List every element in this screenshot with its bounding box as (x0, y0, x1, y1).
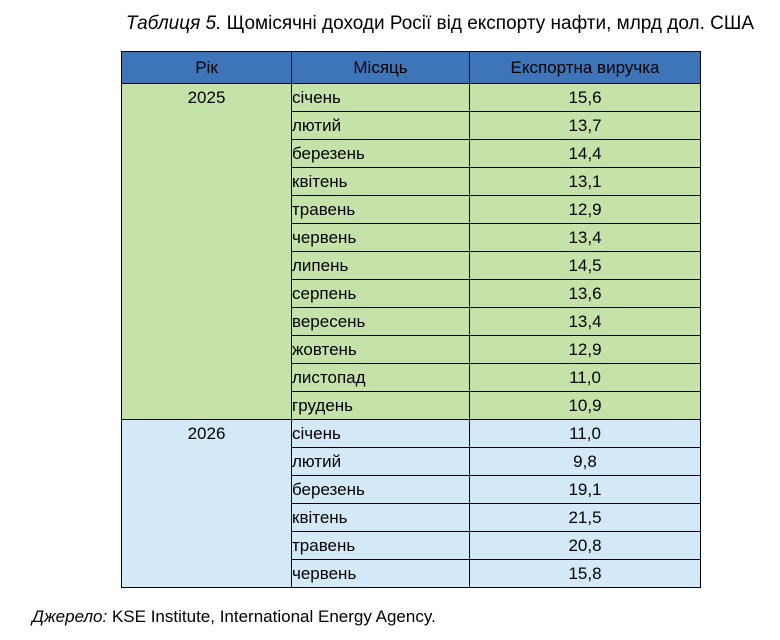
revenue-value-cell: 20,8 (469, 531, 701, 560)
revenue-value-cell: 12,9 (469, 195, 701, 224)
table-row: травень 20,8 (122, 531, 701, 560)
table-row: 2026 січень 11,0 (121, 419, 701, 588)
revenue-value-cell: 11,0 (469, 419, 701, 448)
revenue-value-cell: 13,6 (469, 279, 701, 308)
table-row: червень 13,4 (122, 223, 701, 252)
table-row: травень 12,9 (122, 195, 701, 224)
month-cell: січень (291, 83, 470, 112)
table-row: липень 14,5 (122, 251, 701, 280)
revenue-value-cell: 14,5 (469, 251, 701, 280)
revenue-value-cell: 19,1 (469, 475, 701, 504)
table-row: листопад 11,0 (122, 363, 701, 392)
month-cell: липень (291, 251, 470, 280)
table-row: квітень 13,1 (122, 167, 701, 196)
month-cell: лютий (291, 447, 470, 476)
month-cell: серпень (291, 279, 470, 308)
month-cell: червень (291, 559, 470, 588)
table-row: 2025 січень 15,6 (121, 83, 701, 420)
month-cell: березень (291, 139, 470, 168)
revenue-value-cell: 13,4 (469, 223, 701, 252)
table-row: лютий 9,8 (122, 447, 701, 476)
source-note: Джерело: KSE Institute, International En… (32, 606, 436, 628)
month-cell: травень (291, 531, 470, 560)
revenue-value-cell: 9,8 (469, 447, 701, 476)
year-cell: 2025 (121, 83, 292, 420)
table-row: березень 14,4 (122, 139, 701, 168)
month-cell: листопад (291, 363, 470, 392)
year-cell: 2026 (121, 419, 292, 588)
table-caption: Таблиця 5. Щомісячні доходи Росії від ек… (126, 12, 754, 36)
source-label: Джерело: (32, 607, 108, 626)
oil-revenue-table: Рік Місяць Експортна виручка 2025 січень 1… (121, 51, 701, 588)
header-month: Місяць (291, 51, 470, 84)
revenue-value-cell: 15,8 (469, 559, 701, 588)
month-cell: лютий (291, 111, 470, 140)
month-cell: квітень (291, 503, 470, 532)
revenue-value-cell: 12,9 (469, 335, 701, 364)
caption-text: Щомісячні доходи Росії від експорту нафт… (226, 13, 754, 34)
revenue-value-cell: 15,6 (469, 83, 701, 112)
source-text: KSE Institute, International Energy Agen… (111, 607, 436, 626)
revenue-value-cell: 13,4 (469, 307, 701, 336)
table-row: березень 19,1 (122, 475, 701, 504)
table-body: 2025 січень 15,6 лютий 13,7 березень 14,4 квіте… (121, 83, 701, 588)
revenue-value-cell: 11,0 (469, 363, 701, 392)
month-cell: травень (291, 195, 470, 224)
header-value: Експортна виручка (469, 51, 701, 84)
table-row: червень 15,8 (122, 559, 701, 588)
month-cell: вересень (291, 307, 470, 336)
revenue-value-cell: 14,4 (469, 139, 701, 168)
header-year: Рік (121, 51, 292, 84)
table-row: грудень 10,9 (122, 391, 701, 420)
table-row: вересень 13,4 (122, 307, 701, 336)
revenue-value-cell: 13,7 (469, 111, 701, 140)
month-cell: грудень (291, 391, 470, 420)
revenue-value-cell: 13,1 (469, 167, 701, 196)
table-header-row: Рік Місяць Експортна виручка (121, 51, 701, 84)
table-row: серпень 13,6 (122, 279, 701, 308)
month-cell: червень (291, 223, 470, 252)
caption-label: Таблиця 5. (125, 13, 222, 34)
month-cell: березень (291, 475, 470, 504)
table-row: лютий 13,7 (122, 111, 701, 140)
month-cell: жовтень (291, 335, 470, 364)
revenue-value-cell: 10,9 (469, 391, 701, 420)
revenue-value-cell: 21,5 (469, 503, 701, 532)
month-cell: квітень (291, 167, 470, 196)
month-cell: січень (291, 419, 470, 448)
